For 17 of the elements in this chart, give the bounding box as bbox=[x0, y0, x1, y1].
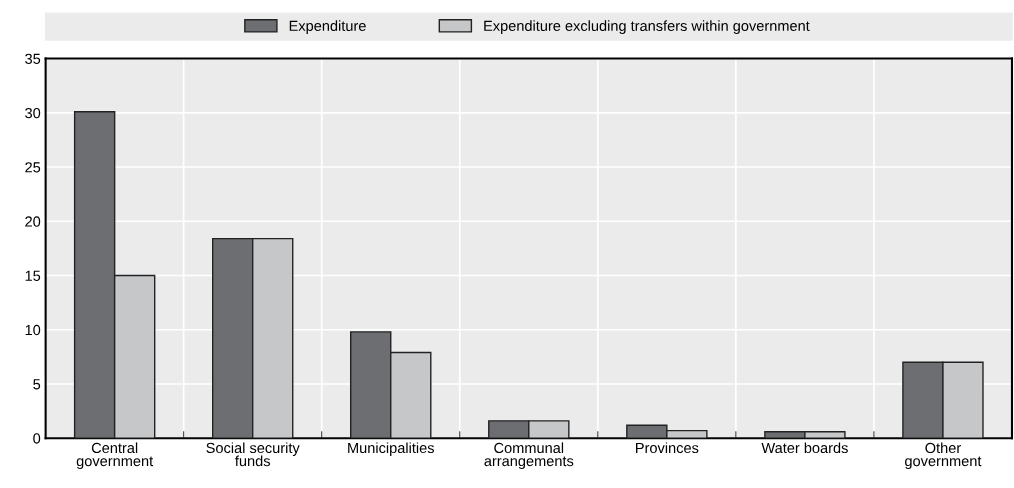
y-tick-label: 5 bbox=[33, 379, 41, 390]
y-tick-label: 20 bbox=[25, 216, 41, 227]
x-tick-label: Other government bbox=[905, 442, 982, 470]
x-tick-label: Social security funds bbox=[206, 442, 300, 467]
y-tick-label: 10 bbox=[25, 324, 41, 336]
legend-label: Expenditure excluding transfers within government bbox=[484, 20, 810, 34]
x-tick-label: Water boards bbox=[761, 442, 848, 454]
y-tick-label: 35 bbox=[25, 53, 41, 64]
y-tick-label: 0 bbox=[33, 433, 41, 444]
legend-label: Expenditure bbox=[289, 20, 366, 34]
y-tick-label: 25 bbox=[25, 162, 41, 173]
y-tick-label: 30 bbox=[25, 107, 41, 119]
x-tick-label: Central government bbox=[76, 442, 154, 470]
y-tick-label: 15 bbox=[25, 270, 41, 281]
x-tick-label: Provinces bbox=[636, 442, 699, 454]
x-tick-label: Municipalities bbox=[348, 442, 434, 456]
x-tick-label: Communal arrangements bbox=[484, 442, 574, 470]
